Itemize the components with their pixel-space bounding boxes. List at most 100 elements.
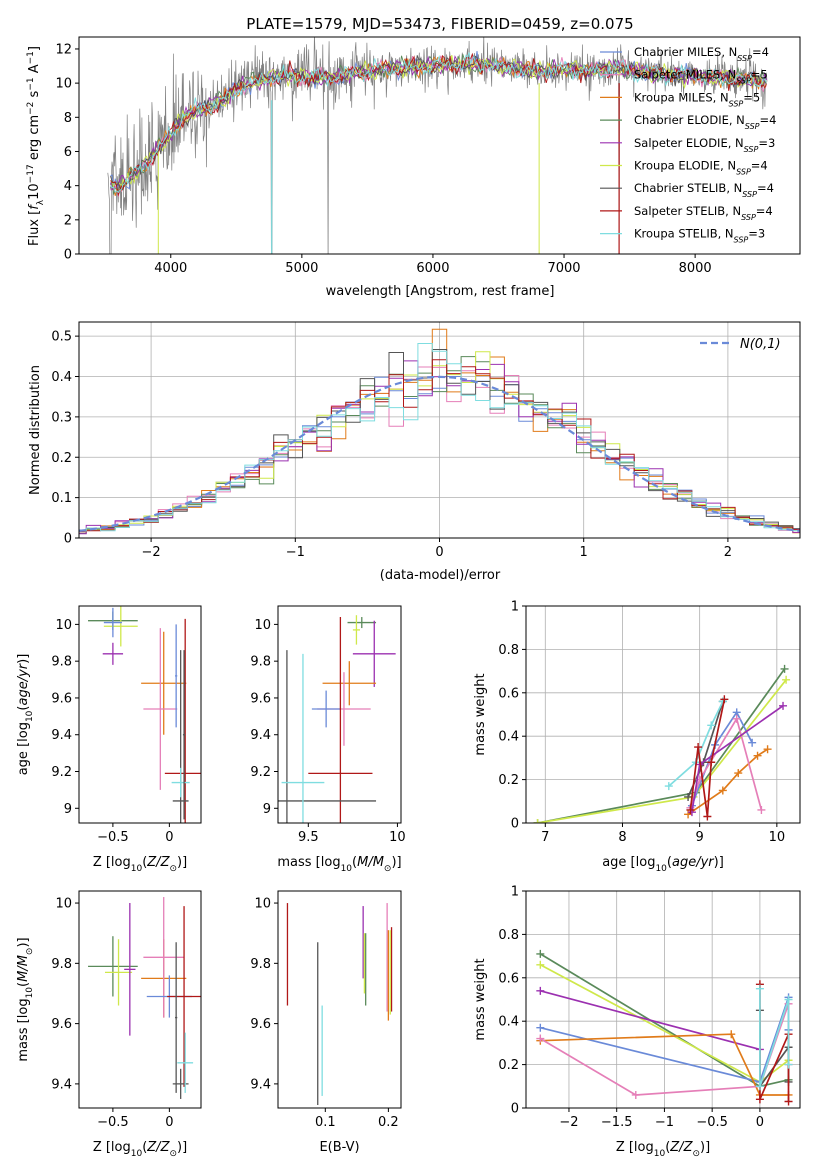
legend-label: Kroupa STELIB, NSSP=3 — [634, 227, 765, 245]
label-part: SSP — [741, 212, 756, 221]
x-tick-label: 0.1 — [315, 1115, 336, 1130]
x-axis-label: mass [log10(M/M⊙)] — [277, 855, 401, 874]
label-part: Salpeter STELIB, N — [634, 204, 741, 218]
label-part: ( — [352, 855, 357, 870]
plot-area-weight-vs-Z — [536, 949, 793, 1106]
label-part: mass weight — [473, 958, 488, 1040]
x-axis-label: wavelength [Angstrom, rest frame] — [326, 284, 555, 299]
x-tick-label: 10 — [769, 830, 786, 845]
label-part: mass [log — [16, 998, 31, 1061]
errorbar-point — [177, 1032, 194, 1093]
legend-label: Chabrier MILES, NSSP=4 — [634, 45, 769, 63]
y-tick-label: 9.4 — [250, 728, 271, 743]
weight-marker — [536, 949, 545, 958]
label-part: =3 — [758, 136, 775, 150]
weight-marker — [780, 664, 789, 673]
panel-weight-vs-Z: −2 −1.5 −1 −0.5 0 0 0.2 0.4 0.6 0.8 1 Z [log10(Z/Z⊙… — [473, 885, 801, 1159]
x-tick-label: −0.5 — [97, 1115, 129, 1130]
label-part: 10 — [25, 710, 35, 722]
residual-histogram — [79, 343, 800, 532]
x-tick-label: 9.5 — [298, 830, 319, 845]
weight-marker — [707, 721, 716, 730]
label-part: ( — [665, 1140, 670, 1155]
label-part: age/yr — [16, 662, 31, 705]
y-tick-label: 9.4 — [250, 1077, 271, 1092]
label-part: M/M — [16, 955, 31, 982]
errorbar-point — [308, 617, 373, 823]
label-part: Z [log — [93, 855, 131, 870]
x-tick-label: 0 — [165, 1115, 173, 1130]
label-part: erg cm — [27, 115, 42, 164]
x-tick-label: 1 — [580, 545, 588, 560]
x-axis-label: age [log10(age/yr)] — [602, 855, 724, 874]
normal-curve — [79, 375, 800, 532]
label-part: ⊙ — [169, 1149, 177, 1159]
y-axis-label: Normed distribution — [28, 365, 43, 495]
weight-marker — [755, 984, 764, 993]
x-tick-label: 10 — [389, 830, 406, 845]
weight-line — [540, 989, 761, 1051]
legend-label: Kroupa MILES, NSSP=5 — [634, 90, 760, 108]
label-part: s — [27, 90, 42, 101]
y-tick-label: 10 — [254, 618, 271, 633]
label-part: SSP — [734, 235, 749, 244]
x-axis-label: Z [log10(Z/Z⊙)] — [616, 1140, 710, 1159]
y-tick-label: 9.8 — [51, 655, 72, 670]
label-part: λ — [36, 199, 46, 205]
axes-frame — [78, 890, 202, 1109]
y-tick-label: 9.4 — [51, 1077, 72, 1092]
label-part: age [log — [16, 722, 31, 775]
weight-marker — [536, 1034, 545, 1043]
y-tick-label: 10 — [55, 77, 72, 92]
weight-marker — [763, 745, 772, 754]
weight-marker — [748, 738, 757, 747]
x-axis-label: Z [log10(Z/Z⊙)] — [93, 855, 187, 874]
label-part: Chabrier STELIB, N — [634, 181, 742, 195]
figure-title: PLATE=1579, MJD=53473, FIBERID=0459, z=0… — [246, 15, 633, 33]
y-axis-label: mass [log10(M/M⊙)] — [16, 937, 35, 1061]
label-part: f — [27, 203, 42, 210]
y-tick-label: 0.5 — [51, 330, 72, 345]
model-spectrum-line — [110, 52, 767, 194]
errorbar-point — [281, 653, 325, 823]
residual-histogram — [79, 366, 800, 532]
errorbar-point — [171, 767, 190, 798]
y-tick-label: 9.6 — [250, 1017, 271, 1032]
label-part: ( — [142, 1140, 147, 1155]
label-part: M/M — [357, 855, 384, 870]
label-part: =4 — [760, 113, 777, 127]
x-tick-label: −1 — [655, 1115, 674, 1130]
label-part: =4 — [757, 181, 774, 195]
weight-marker — [727, 1030, 736, 1039]
label-part: 10 — [25, 987, 35, 999]
errorbar-point — [103, 606, 138, 647]
weight-marker — [753, 751, 762, 760]
label-part: 10 — [131, 864, 143, 874]
y-tick-label: 9 — [64, 802, 72, 817]
label-part: )] — [177, 855, 187, 870]
weight-marker — [784, 1097, 793, 1106]
x-tick-label: −0.5 — [97, 830, 129, 845]
plot-area-spectrum — [107, 37, 768, 254]
label-part: −2 — [26, 102, 36, 115]
label-part: wavelength [Angstrom, rest frame] — [326, 284, 555, 299]
x-tick-label: 0 — [165, 830, 173, 845]
label-part: 10 — [27, 183, 42, 200]
label-part: ⊙ — [384, 864, 392, 874]
y-tick-label: 0.6 — [498, 971, 519, 986]
weight-marker — [684, 792, 693, 801]
x-tick-label: −2 — [142, 545, 161, 560]
y-tick-label: 9.4 — [51, 728, 72, 743]
legend: N(0,1) — [700, 337, 781, 352]
errorbar-point — [143, 628, 178, 790]
label-part: SSP — [736, 167, 751, 176]
label-part: Z/Z — [669, 1140, 693, 1155]
label-part: Chabrier ELODIE, N — [634, 113, 745, 127]
label-part: =5 — [751, 68, 768, 82]
label-part: SSP — [729, 99, 744, 108]
y-tick-label: 0.4 — [498, 1015, 519, 1030]
y-tick-label: 6 — [64, 145, 72, 160]
plot-area-residuals — [79, 328, 800, 535]
y-axis-label: age [log10(age/yr)] — [16, 654, 35, 776]
x-tick-label: 5000 — [285, 261, 318, 276]
